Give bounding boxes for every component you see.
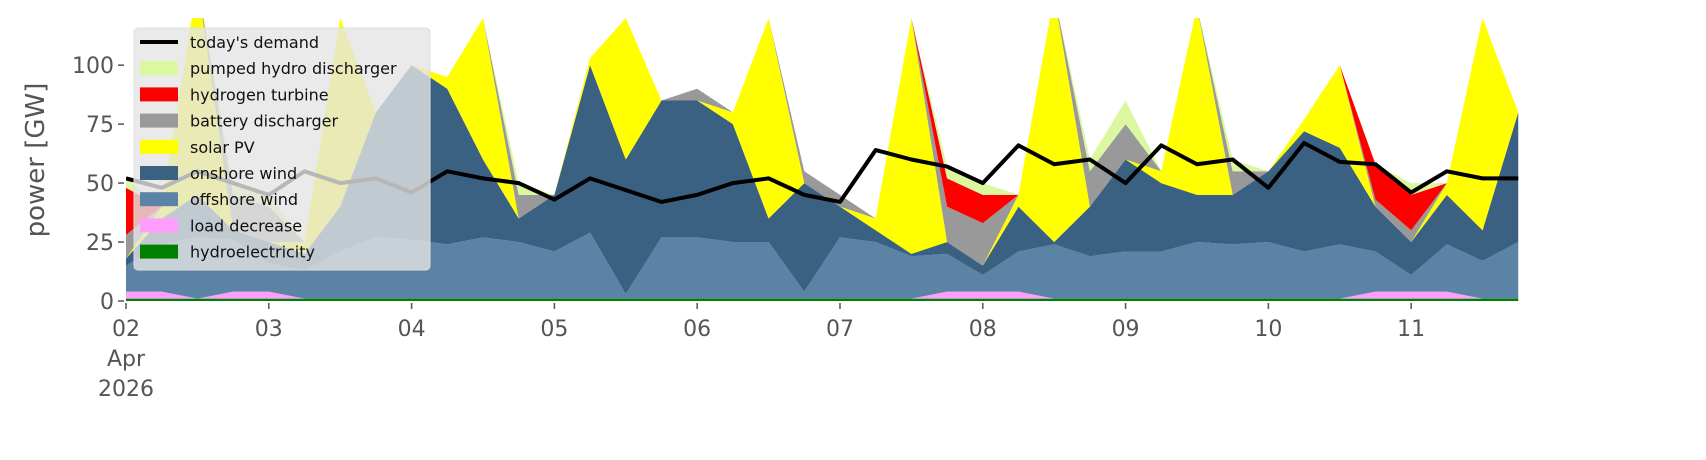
- x-tick-label: 03: [255, 317, 283, 342]
- area: [126, 232, 1519, 299]
- x-tick-label: 02: [112, 317, 140, 342]
- x-tick-label: Apr: [107, 347, 146, 372]
- plot-area: [126, 18, 1519, 301]
- x-tick-label: 2026: [98, 377, 154, 402]
- x-tick-label: 05: [540, 317, 568, 342]
- y-axis-label: power [GW]: [21, 83, 51, 238]
- x-tick-label: 07: [826, 317, 854, 342]
- legend-box: [133, 27, 431, 271]
- legend-label: solar PV: [190, 138, 255, 157]
- y-tick-label: 100: [72, 54, 114, 79]
- legend-swatch: [140, 218, 178, 233]
- legend-swatch: [140, 61, 178, 76]
- legend-label: hydrogen turbine: [190, 85, 329, 104]
- legend-swatch: [140, 113, 178, 128]
- legend-label: today's demand: [190, 33, 319, 52]
- area: [126, 298, 1519, 301]
- x-tick-label: 06: [683, 317, 711, 342]
- x-tick-label: 11: [1397, 317, 1425, 342]
- y-tick-label: 25: [86, 231, 114, 256]
- legend-label: pumped hydro discharger: [190, 59, 397, 78]
- legend: today's demand pumped hydro discharger hyd…: [133, 27, 431, 271]
- x-tick-label: 10: [1254, 317, 1282, 342]
- legend-swatch: [140, 166, 178, 180]
- x-tick-label: 09: [1112, 317, 1140, 342]
- legend-label: load decrease: [190, 216, 302, 235]
- axes: 0 25 50 75 100 02 Apr 2026 03 04 05 06 07 08 09 10 11: [72, 54, 1425, 402]
- legend-swatch: [140, 244, 178, 259]
- legend-swatch: [140, 192, 178, 207]
- area: [126, 18, 1519, 266]
- x-tick-label: 08: [969, 317, 997, 342]
- y-tick-label: 0: [100, 290, 114, 315]
- area: [126, 291, 1519, 299]
- legend-label: battery discharger: [190, 112, 338, 131]
- legend-label: onshore wind: [190, 164, 297, 183]
- y-tick-label: 75: [86, 113, 114, 138]
- area: [126, 65, 1519, 294]
- legend-swatch: [140, 139, 178, 154]
- legend-label: offshore wind: [190, 190, 298, 209]
- x-tick-label: 04: [398, 317, 426, 342]
- y-tick-label: 50: [86, 172, 114, 197]
- legend-label: hydroelectricity: [190, 243, 315, 262]
- legend-swatch: [140, 87, 178, 102]
